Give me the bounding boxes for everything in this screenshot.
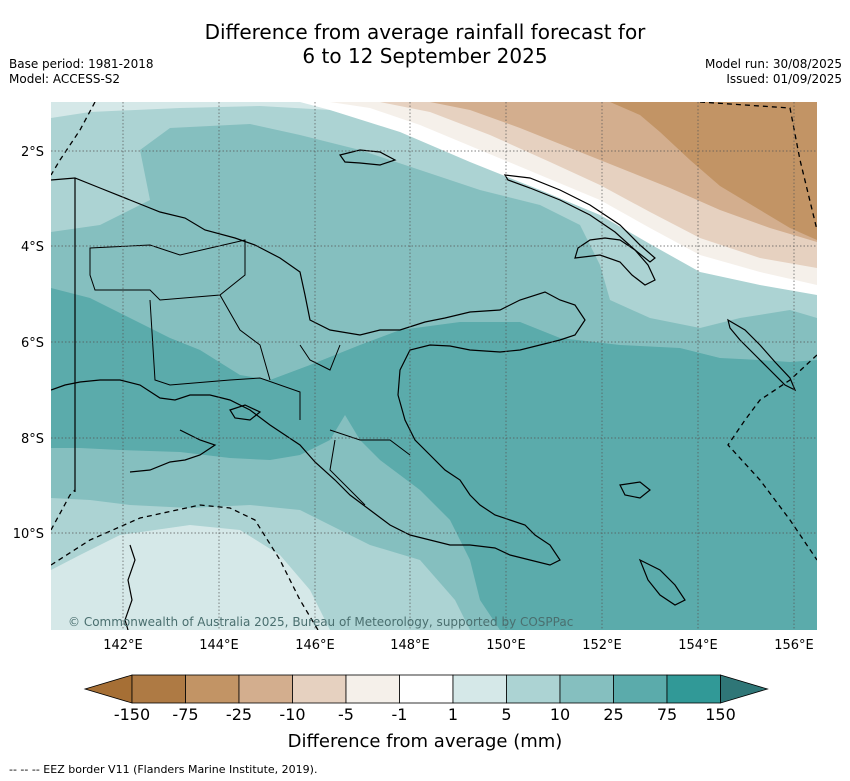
copyright-notice: © Commonwealth of Australia 2025, Bureau… [68, 615, 573, 629]
colorbar-segment [399, 674, 454, 704]
eez-legend-note: -- -- -- EEZ border V11 (Flanders Marine… [9, 763, 318, 776]
colorbar-title: Difference from average (mm) [287, 731, 563, 752]
bougainville-coast [727, 318, 797, 392]
colorbar-segment [559, 674, 614, 704]
new-ireland-coast [503, 174, 656, 263]
colorbar-tick-label: -75 [172, 705, 198, 724]
colorbar-tick-label: -10 [279, 705, 305, 724]
title-line-2: 6 to 12 September 2025 [302, 44, 548, 68]
lon-label: 156°E [774, 638, 814, 653]
gulf-islands [229, 404, 262, 421]
colorbar-segment [131, 674, 186, 704]
d-entrecasteaux-coast [619, 481, 651, 499]
colorbar-tick-label: -150 [114, 705, 150, 724]
lon-label: 146°E [295, 638, 335, 653]
longitude-labels: 142°E 144°E 146°E 148°E 150°E 152°E 154°… [103, 638, 814, 653]
province-lines [89, 239, 411, 506]
colorbar-segment [292, 674, 347, 704]
model-run: Model run: 30/08/2025 [704, 57, 842, 71]
fly-coast [129, 429, 217, 473]
colorbar-arrow-low [83, 674, 133, 704]
meta-left: Base period: 1981-2018 Model: ACCESS-S2 [9, 57, 154, 87]
colorbar-segment [185, 674, 240, 704]
colorbar-segment [238, 674, 293, 704]
lon-label: 142°E [103, 638, 143, 653]
base-period: Base period: 1981-2018 [9, 57, 154, 71]
eez-borders [51, 102, 817, 630]
louisiade-coast [638, 558, 686, 606]
title-line-1: Difference from average rainfall forecas… [204, 20, 646, 44]
colorbar-tick-label: 150 [705, 705, 736, 724]
zone-minus25-minus75 [610, 102, 817, 240]
colorbar-segment [452, 674, 507, 704]
issued-date: Issued: 01/09/2025 [726, 72, 842, 86]
colorbar-tick-label: -25 [226, 705, 252, 724]
lon-label: 150°E [486, 638, 526, 653]
lat-label: 8°S [21, 432, 44, 447]
colorbar-tick-label: -5 [338, 705, 354, 724]
colorbar-tick-label: 10 [550, 705, 570, 724]
colorbar-arrow-high [720, 674, 769, 704]
lon-label: 144°E [199, 638, 239, 653]
colorbar-segment [666, 674, 721, 704]
lat-label: 10°S [13, 527, 44, 542]
cape-york-coast [124, 544, 136, 630]
lon-label: 152°E [582, 638, 622, 653]
model-name: Model: ACCESS-S2 [9, 72, 121, 86]
new-britain-coast [574, 237, 656, 286]
colorbar-segment [345, 674, 400, 704]
lon-label: 154°E [678, 638, 718, 653]
latitude-labels: 2°S 4°S 6°S 8°S 10°S [13, 145, 44, 542]
colorbar-tick-label: 25 [603, 705, 623, 724]
coastlines [51, 149, 797, 630]
colorbar: -150 -75 -25 -10 -5 -1 1 5 10 25 75 150 [83, 674, 769, 724]
graticule [51, 102, 817, 630]
colorbar-segment [613, 674, 668, 704]
colorbar-segment [506, 674, 561, 704]
lat-label: 4°S [21, 240, 44, 255]
colorbar-tick-label: 5 [501, 705, 511, 724]
meta-right: Model run: 30/08/2025 Issued: 01/09/2025 [705, 57, 842, 87]
lat-label: 6°S [21, 336, 44, 351]
lat-label: 2°S [21, 145, 44, 160]
map-title: Difference from average rainfall forecas… [0, 20, 850, 68]
colorbar-tick-label: 75 [657, 705, 677, 724]
rainfall-field: © Commonwealth of Australia 2025, Bureau… [51, 102, 817, 630]
lon-label: 148°E [390, 638, 430, 653]
colorbar-tick-label: -1 [392, 705, 408, 724]
colorbar-tick-label: 1 [448, 705, 458, 724]
new-guinea-coast [51, 177, 586, 566]
manus-coast [338, 149, 397, 166]
